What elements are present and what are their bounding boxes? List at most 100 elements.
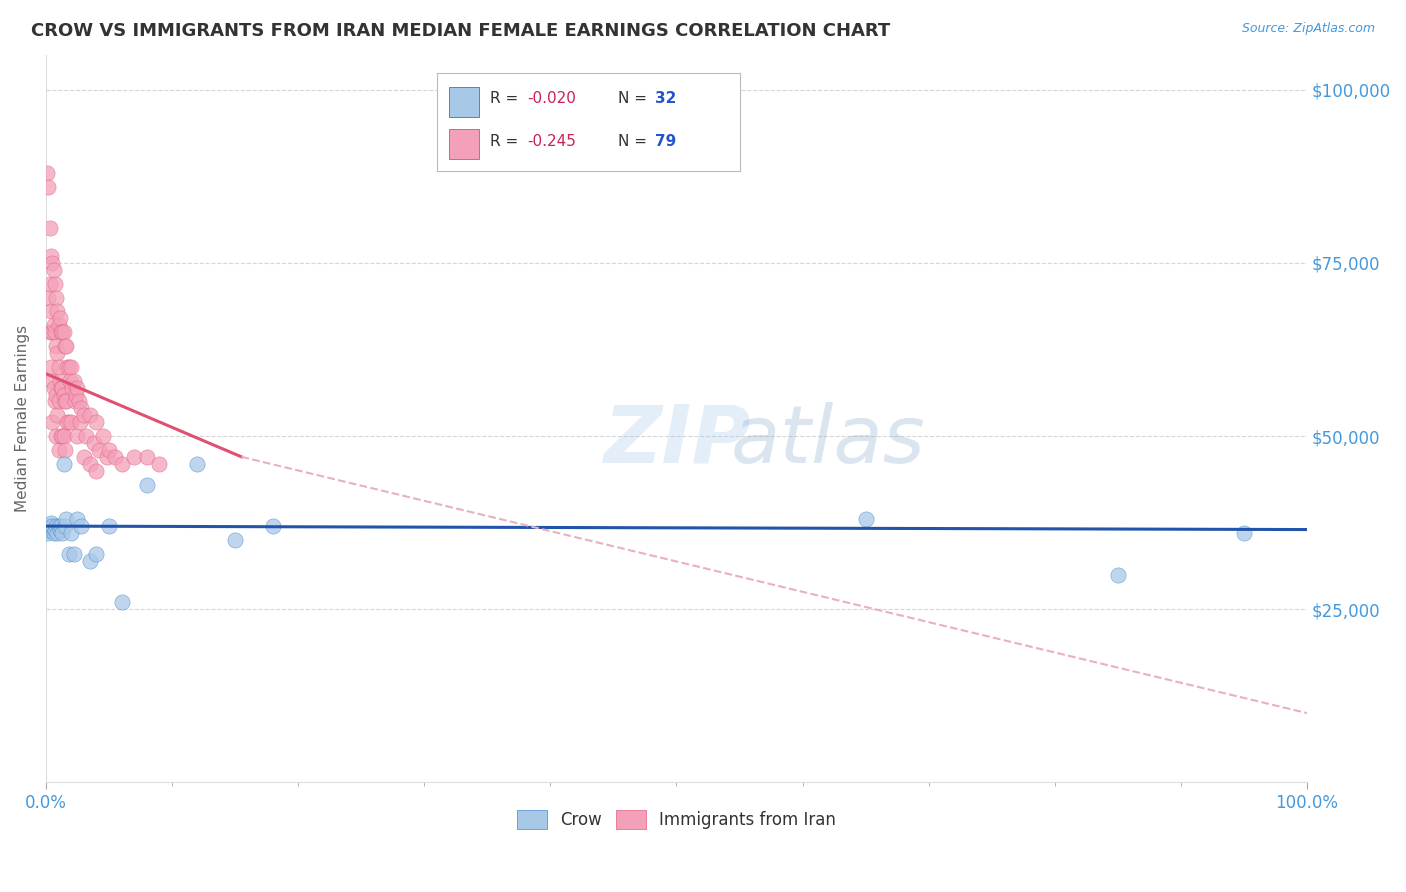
Point bbox=[48, 318, 70, 333]
Point bbox=[42, 381, 65, 395]
Point bbox=[66, 429, 89, 443]
Point bbox=[41, 415, 63, 429]
Point bbox=[63, 394, 86, 409]
Point bbox=[52, 387, 75, 401]
Point bbox=[46, 304, 69, 318]
Point bbox=[56, 415, 79, 429]
Point bbox=[67, 394, 90, 409]
Point bbox=[38, 221, 60, 235]
Text: Source: ZipAtlas.com: Source: ZipAtlas.com bbox=[1241, 22, 1375, 36]
Point bbox=[79, 409, 101, 423]
Point bbox=[51, 325, 73, 339]
Legend: Crow, Immigrants from Iran: Crow, Immigrants from Iran bbox=[510, 804, 842, 836]
Point bbox=[39, 359, 62, 374]
Point bbox=[79, 554, 101, 568]
Point bbox=[46, 346, 69, 360]
Point bbox=[98, 442, 121, 457]
Point bbox=[1233, 526, 1256, 541]
Point bbox=[56, 359, 79, 374]
Point bbox=[86, 547, 108, 561]
Point bbox=[44, 325, 66, 339]
Point bbox=[39, 516, 62, 530]
Point bbox=[66, 381, 89, 395]
Y-axis label: Median Female Earnings: Median Female Earnings bbox=[15, 326, 30, 512]
Point bbox=[53, 339, 76, 353]
Point bbox=[135, 450, 157, 464]
Point bbox=[51, 381, 73, 395]
Point bbox=[42, 263, 65, 277]
Point bbox=[69, 415, 91, 429]
Point bbox=[86, 464, 108, 478]
Point bbox=[42, 318, 65, 333]
Point bbox=[62, 547, 84, 561]
Point bbox=[37, 523, 59, 537]
Point bbox=[37, 179, 59, 194]
Point bbox=[87, 442, 110, 457]
Point bbox=[79, 457, 101, 471]
Point bbox=[49, 429, 72, 443]
Point bbox=[53, 442, 76, 457]
Point bbox=[55, 339, 77, 353]
Point bbox=[44, 394, 66, 409]
Point bbox=[41, 374, 63, 388]
Point bbox=[111, 457, 134, 471]
Point bbox=[73, 409, 96, 423]
Point bbox=[45, 339, 67, 353]
Point bbox=[66, 512, 89, 526]
Point bbox=[42, 526, 65, 541]
Point bbox=[75, 429, 97, 443]
Point bbox=[45, 519, 67, 533]
Point bbox=[91, 429, 114, 443]
Point bbox=[41, 256, 63, 270]
Point bbox=[48, 519, 70, 533]
Point bbox=[262, 519, 284, 533]
Point bbox=[98, 519, 121, 533]
Point bbox=[49, 311, 72, 326]
Point bbox=[48, 442, 70, 457]
Point bbox=[86, 415, 108, 429]
Point bbox=[60, 359, 83, 374]
Point bbox=[37, 526, 59, 541]
Point bbox=[62, 374, 84, 388]
Point bbox=[70, 401, 93, 416]
Point bbox=[49, 325, 72, 339]
Point bbox=[55, 394, 77, 409]
Text: CROW VS IMMIGRANTS FROM IRAN MEDIAN FEMALE EARNINGS CORRELATION CHART: CROW VS IMMIGRANTS FROM IRAN MEDIAN FEMA… bbox=[31, 22, 890, 40]
Point bbox=[37, 166, 59, 180]
Point bbox=[41, 519, 63, 533]
Point bbox=[44, 277, 66, 291]
Point bbox=[58, 359, 80, 374]
Text: atlas: atlas bbox=[731, 401, 925, 480]
Point bbox=[46, 526, 69, 541]
Point bbox=[38, 325, 60, 339]
Point bbox=[224, 533, 246, 547]
Point bbox=[44, 523, 66, 537]
Point bbox=[39, 249, 62, 263]
Point bbox=[38, 277, 60, 291]
Point bbox=[46, 409, 69, 423]
Point bbox=[49, 381, 72, 395]
Point bbox=[62, 381, 84, 395]
Point bbox=[51, 526, 73, 541]
Point bbox=[104, 450, 127, 464]
Point bbox=[52, 325, 75, 339]
Point bbox=[70, 519, 93, 533]
Point bbox=[49, 374, 72, 388]
Point bbox=[148, 457, 170, 471]
Point bbox=[60, 526, 83, 541]
Point bbox=[52, 429, 75, 443]
Point bbox=[65, 387, 87, 401]
Point bbox=[48, 394, 70, 409]
Point bbox=[53, 394, 76, 409]
Point bbox=[60, 415, 83, 429]
Text: ZIP: ZIP bbox=[603, 401, 751, 480]
Point bbox=[38, 519, 60, 533]
Point bbox=[52, 457, 75, 471]
Point bbox=[53, 519, 76, 533]
Point bbox=[59, 374, 82, 388]
Point bbox=[49, 523, 72, 537]
Point bbox=[111, 595, 134, 609]
Point bbox=[45, 387, 67, 401]
Point bbox=[41, 325, 63, 339]
Point bbox=[51, 429, 73, 443]
